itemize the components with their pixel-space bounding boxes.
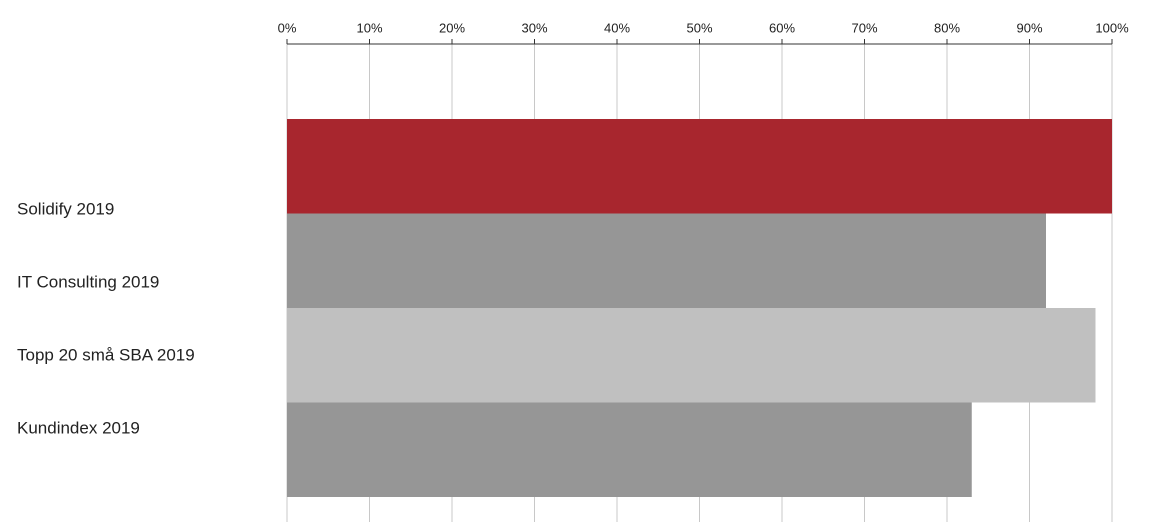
x-tick-label: 100% bbox=[1095, 20, 1129, 35]
bar bbox=[287, 402, 972, 497]
category-label: IT Consulting 2019 bbox=[17, 272, 159, 291]
x-tick-label: 90% bbox=[1016, 20, 1042, 35]
x-tick-label: 40% bbox=[604, 20, 630, 35]
bar bbox=[287, 119, 1112, 214]
x-tick-label: 70% bbox=[851, 20, 877, 35]
x-tick-label: 10% bbox=[356, 20, 382, 35]
category-label: Topp 20 små SBA 2019 bbox=[17, 345, 195, 364]
x-tick-label: 80% bbox=[934, 20, 960, 35]
x-tick-label: 50% bbox=[686, 20, 712, 35]
category-label: Solidify 2019 bbox=[17, 199, 114, 218]
x-tick-label: 20% bbox=[439, 20, 465, 35]
x-tick-label: 0% bbox=[278, 20, 297, 35]
bar bbox=[287, 213, 1046, 308]
x-tick-label: 60% bbox=[769, 20, 795, 35]
category-label: Kundindex 2019 bbox=[17, 418, 140, 437]
x-tick-label: 30% bbox=[521, 20, 547, 35]
bar bbox=[287, 308, 1096, 403]
